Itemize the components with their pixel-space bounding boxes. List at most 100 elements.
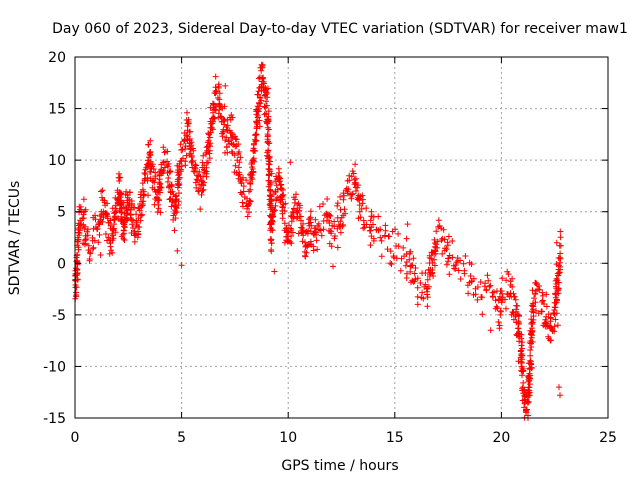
data-point [414, 301, 421, 308]
data-point [175, 202, 182, 208]
data-point [403, 270, 410, 277]
data-point [99, 218, 106, 225]
data-point [411, 270, 418, 277]
data-point [274, 186, 281, 193]
data-point [265, 118, 272, 125]
data-point [258, 67, 265, 74]
data-point [498, 299, 505, 306]
data-point [280, 201, 287, 208]
data-point [296, 202, 303, 209]
data-point [120, 220, 127, 227]
data-point [531, 295, 537, 302]
data-point [474, 296, 481, 303]
data-point [303, 249, 310, 256]
data-point [123, 188, 130, 195]
data-point [326, 217, 332, 224]
data-point [168, 182, 175, 189]
data-point [255, 108, 262, 115]
data-point [217, 113, 224, 120]
data-point [89, 245, 96, 252]
data-point [324, 196, 331, 202]
data-point [424, 303, 431, 310]
y-tick-label: 0 [57, 256, 66, 272]
data-point [160, 159, 166, 166]
data-point [449, 238, 456, 244]
data-point [175, 176, 182, 183]
data-point [109, 249, 116, 256]
data-point [312, 216, 319, 223]
data-point [490, 289, 497, 296]
data-point [527, 352, 534, 359]
data-point [307, 228, 314, 235]
data-point [386, 233, 393, 240]
data-point [269, 218, 276, 225]
data-point [395, 243, 402, 250]
data-point [357, 214, 364, 221]
data-point [107, 243, 114, 250]
data-point [112, 229, 119, 236]
data-point [90, 244, 97, 251]
data-point [519, 372, 525, 379]
data-point [288, 240, 295, 247]
data-point [434, 238, 441, 245]
data-point [140, 188, 147, 195]
data-point [186, 135, 193, 142]
data-point [141, 170, 148, 176]
data-point [317, 227, 324, 234]
data-point [203, 164, 210, 171]
x-tick-label: 15 [386, 430, 404, 446]
data-point [268, 240, 275, 247]
data-point [178, 163, 185, 170]
data-point [130, 225, 136, 231]
data-point [337, 193, 344, 200]
data-point [228, 148, 235, 155]
data-point [211, 115, 218, 122]
data-point [330, 263, 336, 270]
data-point [331, 235, 338, 242]
data-point [382, 227, 389, 234]
data-point [378, 253, 385, 260]
data-point [147, 137, 154, 144]
data-point [533, 279, 539, 286]
data-point [392, 226, 399, 233]
data-point [424, 294, 431, 301]
data-point [250, 169, 257, 176]
data-point [97, 252, 104, 258]
data-point [263, 98, 269, 105]
data-point [370, 235, 377, 242]
data-point [85, 242, 92, 249]
data-point [300, 220, 306, 227]
data-point [360, 225, 367, 232]
data-point [275, 165, 282, 172]
data-point [185, 120, 192, 127]
data-point [495, 319, 502, 325]
data-point [553, 239, 560, 246]
data-point [244, 213, 251, 220]
data-point [77, 221, 84, 228]
data-point [555, 279, 562, 286]
data-point [248, 174, 255, 181]
data-point [83, 236, 90, 243]
data-point [297, 213, 304, 220]
data-point [544, 323, 551, 330]
data-point [96, 231, 103, 238]
data-point [231, 152, 238, 159]
data-point [266, 154, 273, 161]
data-point [237, 154, 244, 161]
data-point [453, 259, 460, 266]
data-points [72, 61, 564, 421]
data-point [526, 384, 533, 391]
data-point [187, 128, 193, 135]
data-point [425, 283, 432, 290]
data-point [306, 215, 313, 222]
data-point [182, 143, 189, 149]
data-point [511, 293, 518, 300]
data-point [91, 237, 98, 244]
data-point [406, 256, 413, 263]
data-point [253, 131, 260, 138]
data-point [527, 357, 534, 364]
data-point [497, 307, 504, 314]
data-point [328, 243, 335, 250]
data-point [264, 124, 271, 131]
x-tick-label: 5 [177, 430, 186, 446]
